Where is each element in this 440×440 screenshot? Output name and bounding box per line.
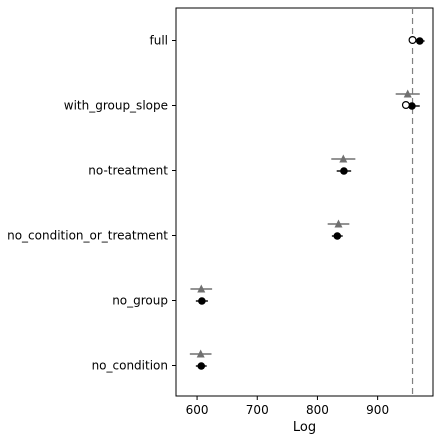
plot-frame xyxy=(175,7,434,397)
point-marker-open xyxy=(401,100,410,109)
x-tick-label: 600 xyxy=(186,403,209,417)
triangle-marker xyxy=(197,284,206,293)
x-axis-label: Log xyxy=(293,420,316,435)
y-tick-label: no_condition_or_treatment xyxy=(7,229,168,243)
y-tick-label: full xyxy=(150,34,169,48)
triangle-marker xyxy=(334,219,343,228)
y-tick-label: with_group_slope xyxy=(64,99,168,113)
point-marker xyxy=(340,167,348,175)
triangle-marker xyxy=(403,89,412,98)
triangle-marker xyxy=(196,349,205,358)
point-marker xyxy=(415,37,424,45)
x-tick-label: 800 xyxy=(306,403,329,417)
y-tick-label: no_group xyxy=(112,294,168,308)
point-marker xyxy=(333,232,342,240)
plot-area: 600 700 800 900 full with_group_slope no-treat… xyxy=(7,7,434,417)
y-tick-label: no-treatment xyxy=(88,164,168,178)
point-marker xyxy=(198,297,206,305)
point-marker xyxy=(197,362,206,370)
x-tick-label: 900 xyxy=(366,403,389,417)
y-tick-label: no_condition xyxy=(92,359,168,373)
point-marker xyxy=(408,102,416,110)
point-marker-open xyxy=(408,35,417,44)
triangle-marker xyxy=(339,154,348,163)
x-tick-label: 700 xyxy=(246,403,269,417)
